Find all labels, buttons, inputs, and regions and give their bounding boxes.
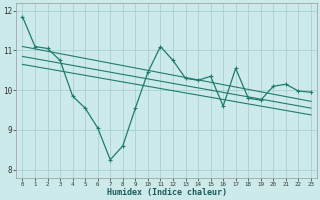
X-axis label: Humidex (Indice chaleur): Humidex (Indice chaleur)	[107, 188, 227, 197]
